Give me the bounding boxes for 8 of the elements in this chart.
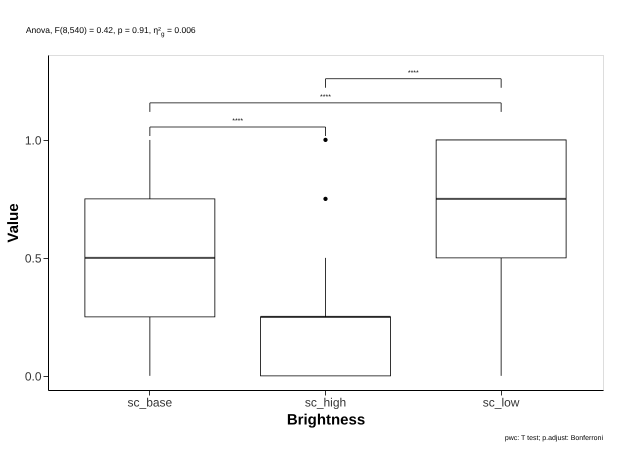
- y-axis-title: Value: [4, 203, 22, 243]
- x-tick-label: sc_base: [128, 396, 173, 410]
- x-axis-title: Brightness: [286, 412, 366, 428]
- y-tick-label: 1.0: [24, 133, 42, 148]
- x-tick-label: sc_low: [482, 396, 520, 410]
- y-tick-label: 0.0: [24, 369, 42, 384]
- y-tick-label: 0.5: [24, 251, 42, 266]
- x-tick-label: sc_high: [304, 396, 346, 410]
